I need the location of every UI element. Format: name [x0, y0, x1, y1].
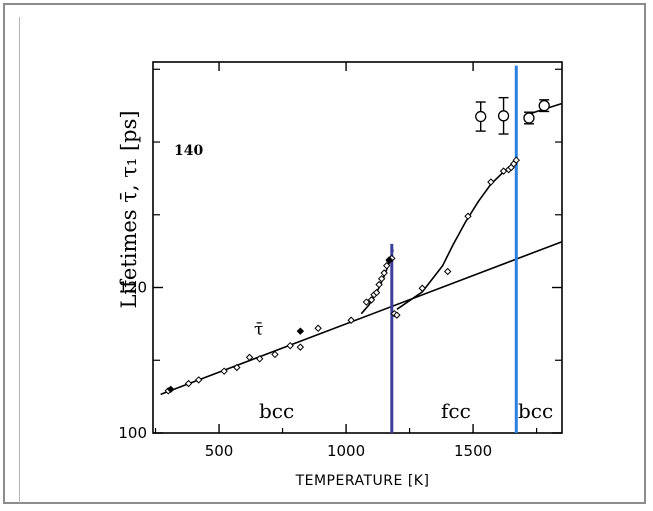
data-point-diamond	[362, 298, 371, 306]
left-border-line	[19, 17, 20, 503]
y-tick-label: 100	[118, 424, 147, 442]
data-point-diamond	[286, 341, 294, 350]
data-point-diamond	[443, 267, 452, 276]
phase-label-bcc-high: bcc	[518, 399, 553, 423]
data-point-diamond	[367, 296, 376, 304]
plot-area-border	[152, 61, 563, 434]
series-line-linear-fit	[160, 240, 563, 396]
data-point-diamond	[385, 256, 393, 264]
y-tick-label: 120	[118, 279, 147, 297]
data-point-diamond	[372, 288, 381, 297]
data-point-diamond	[296, 343, 305, 351]
figure-frame	[3, 3, 646, 504]
data-point-diamond	[377, 275, 386, 283]
data-point-diamond	[380, 269, 388, 277]
data-point-diamond	[184, 379, 193, 388]
data-point-diamond	[393, 311, 401, 319]
data-point-diamond	[233, 363, 241, 372]
data-point-diamond	[296, 327, 305, 335]
data-point-diamond	[271, 350, 279, 359]
data-point-diamond	[375, 280, 383, 289]
data-point-diamond	[314, 324, 322, 332]
phase-label-bcc-low: bcc	[259, 399, 294, 423]
x-tick-label: 1500	[454, 442, 492, 460]
series-line-fcc-curve	[396, 160, 517, 310]
data-point-diamond	[347, 316, 355, 324]
data-point-diamond	[464, 212, 472, 220]
x-tick-label: 1000	[327, 442, 365, 460]
annotation-140: 140	[174, 143, 203, 159]
phase-label-fcc: fcc	[441, 399, 471, 423]
x-tick-label: 500	[205, 442, 234, 460]
data-point-diamond	[195, 376, 203, 384]
x-axis-label: TEMPERATURE [K]	[295, 473, 430, 489]
data-point-circle	[538, 99, 550, 112]
data-point-diamond	[512, 156, 520, 164]
data-point-circle	[523, 112, 535, 124]
data-point-circle	[475, 110, 487, 123]
data-point-diamond	[220, 367, 228, 375]
data-point-diamond	[167, 385, 175, 394]
data-point-diamond	[255, 355, 264, 363]
data-point-diamond	[487, 178, 495, 186]
data-point-diamond	[383, 261, 391, 270]
data-point-diamond	[418, 284, 426, 292]
y-axis-label: Lifetimes τ̄, τ₁ [ps]	[117, 110, 141, 308]
annotation-tau-bar: τ̄	[254, 320, 263, 340]
data-point-circle	[497, 110, 510, 122]
data-point-diamond	[245, 353, 254, 362]
